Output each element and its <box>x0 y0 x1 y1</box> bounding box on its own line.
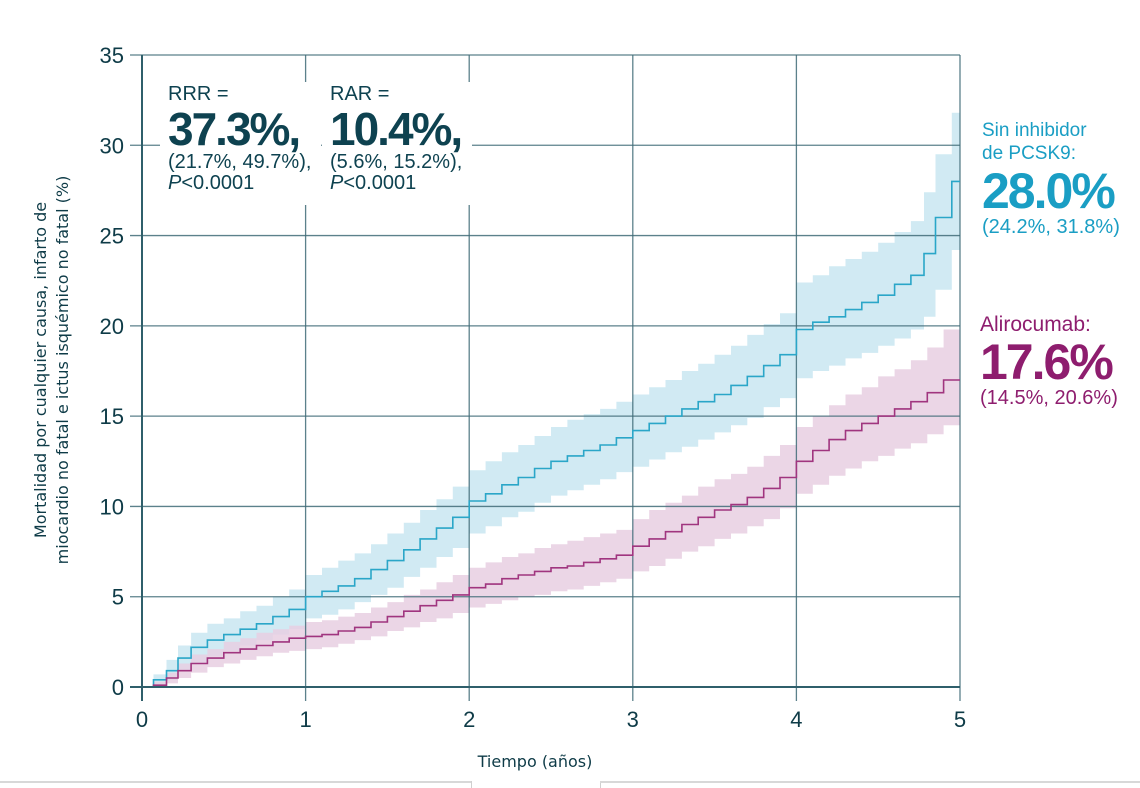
footer-notch-left <box>471 781 472 788</box>
legend-control-name-line2: de PCSK9: <box>982 142 1076 164</box>
y-tick-label: 0 <box>112 675 124 700</box>
x-tick-label: 5 <box>954 707 966 732</box>
x-tick-labels: 0 1 2 3 4 5 <box>136 707 966 732</box>
rrr-p-rest: <0.0001 <box>181 172 255 195</box>
ci-bands <box>153 112 960 687</box>
rar-value: 10.4%, <box>330 102 463 155</box>
y-tick-labels: 0 5 10 15 20 25 30 35 <box>100 43 124 700</box>
footer-divider-right <box>600 781 1140 783</box>
legend-control-name-line1: Sin inhibidor <box>982 120 1087 141</box>
y-tick-label: 30 <box>100 133 124 158</box>
x-tick-label: 2 <box>463 707 475 732</box>
y-axis-title: Mortalidad por cualquier causa, infarto … <box>31 176 72 565</box>
legend-control-ci: (24.2%, 31.8%) <box>982 215 1120 238</box>
rar-annotation: RAR = 10.4%, (5.6%, 15.2%), P<0.0001 <box>322 82 473 205</box>
x-tick-label: 4 <box>790 707 802 732</box>
rrr-label: RRR = <box>168 83 229 105</box>
series-line-alirocumab <box>152 379 960 687</box>
x-tick-label: 0 <box>136 707 148 732</box>
y-axis-title-line1: Mortalidad por cualquier causa, infarto … <box>31 202 50 538</box>
y-tick-label: 15 <box>100 404 124 429</box>
y-tick-label: 20 <box>100 314 124 339</box>
rrr-p-value: P<0.0001 <box>168 172 311 195</box>
y-tick-label: 35 <box>100 43 124 68</box>
rrr-ci: (21.7%, 49.7%), <box>168 150 312 173</box>
x-tick-label: 3 <box>627 707 639 732</box>
ci-band-alirocumab <box>153 329 960 687</box>
grid-lines <box>130 54 961 701</box>
x-tick-label: 1 <box>299 707 311 732</box>
rar-p-value: P<0.0001 <box>330 172 462 195</box>
legend-alirocumab-ci: (14.5%, 20.6%) <box>980 387 1118 410</box>
series-lines <box>152 180 960 687</box>
rrr-p-letter: P <box>168 172 182 195</box>
x-axis-title: Tiempo (años) <box>477 752 593 771</box>
rrr-annotation: RRR = 37.3%, (21.7%, 49.7%), P<0.0001 <box>160 82 322 205</box>
rar-ci: (5.6%, 15.2%), <box>330 150 463 173</box>
rar-label: RAR = <box>330 83 390 105</box>
y-tick-label: 25 <box>100 224 124 249</box>
ci-band-control <box>153 112 960 686</box>
footer-divider-left <box>0 781 472 783</box>
rrr-value: 37.3%, <box>168 102 301 155</box>
rar-p-rest: <0.0001 <box>343 172 417 195</box>
legend-alirocumab-name: Alirocumab: <box>980 313 1091 336</box>
axes <box>130 55 960 701</box>
y-tick-label: 10 <box>100 494 124 519</box>
legend-alirocumab-value: 17.6% <box>980 334 1114 391</box>
rar-p-letter: P <box>330 172 344 195</box>
legend-control-value: 28.0% <box>982 162 1116 219</box>
y-axis-title-line2: miocardio no fatal e ictus isquémico no … <box>53 176 72 565</box>
legend-alirocumab: Alirocumab: 17.6% (14.5%, 20.6%) <box>980 312 1118 409</box>
legend-control: Sin inhibidor de PCSK9: 28.0% (24.2%, 31… <box>982 120 1120 238</box>
footer-notch-right <box>600 781 601 788</box>
y-tick-label: 5 <box>112 585 124 610</box>
